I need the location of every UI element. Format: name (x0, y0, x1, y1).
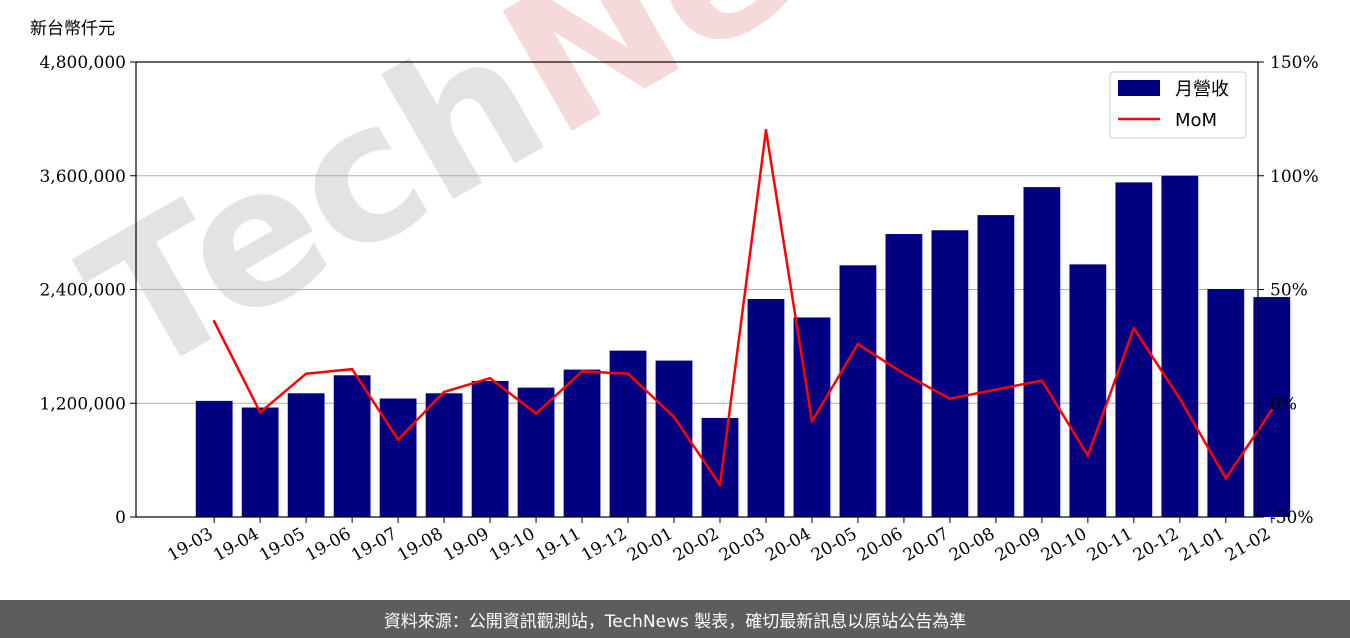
right-axis: -50% 0% 50% 100% 150% (1258, 53, 1319, 528)
revenue-bar (609, 350, 647, 517)
x-tick-label: 20-01 (624, 524, 676, 566)
x-tick-label: 20-05 (808, 524, 860, 566)
mom-series (212, 128, 1274, 487)
left-tick-label: 1,200,000 (39, 394, 126, 414)
mom-point (672, 415, 676, 419)
left-axis: 0 1,200,000 2,400,000 3,600,000 4,800,000 (39, 53, 136, 528)
revenue-bar (931, 230, 969, 518)
mom-point (442, 390, 446, 394)
mom-point (258, 411, 262, 414)
mom-point (1086, 454, 1090, 457)
legend-bar-swatch (1118, 80, 1160, 96)
left-tick-label: 2,400,000 (39, 281, 126, 301)
watermark-text: TechNews (52, 0, 1078, 419)
x-tick-label: 20-12 (1130, 524, 1182, 566)
x-tick-label: 21-02 (1222, 524, 1274, 566)
mom-point (948, 397, 952, 401)
mom-point (764, 128, 768, 132)
mom-point (718, 483, 722, 487)
x-tick-label: 21-01 (1176, 524, 1228, 566)
x-tick-label: 20-09 (992, 524, 1044, 566)
x-tick-label: 20-11 (1084, 524, 1136, 566)
x-tick-label: 19-09 (440, 524, 492, 566)
revenue-bar (839, 265, 877, 517)
revenue-bar (379, 398, 417, 517)
x-tick-label: 19-05 (256, 524, 308, 566)
mom-point (396, 438, 400, 441)
mom-point (212, 320, 216, 323)
right-tick-label: 50% (1270, 281, 1308, 301)
revenue-chart: TechNews 新台幣仟元 0 1,200,000 2,400,000 3,600,… (30, 0, 1319, 566)
x-tick-label: 20-07 (900, 524, 952, 566)
revenue-bar (241, 407, 279, 517)
left-tick-label: 4,800,000 (39, 53, 126, 73)
x-tick-label: 20-06 (854, 524, 906, 566)
revenue-bar (1023, 187, 1061, 517)
left-tick-label: 0 (115, 508, 126, 528)
y-axis-unit-label: 新台幣仟元 (30, 19, 115, 39)
revenue-bar (425, 393, 463, 517)
technews-watermark: TechNews (52, 0, 1078, 419)
right-tick-label: 100% (1270, 167, 1319, 187)
mom-point (580, 370, 584, 373)
revenue-bar (195, 400, 233, 517)
revenue-bar (1161, 175, 1199, 517)
mom-point (856, 342, 860, 346)
right-tick-label: -50% (1270, 508, 1314, 528)
mom-point (1132, 326, 1136, 330)
mom-point (902, 372, 906, 375)
mom-point (304, 372, 308, 375)
mom-point (626, 372, 630, 375)
x-tick-label: 19-04 (210, 524, 262, 566)
revenue-bar (1115, 182, 1153, 517)
right-tick-label: 0% (1270, 394, 1297, 414)
revenue-bar (747, 298, 785, 517)
x-tick-label: 20-02 (670, 524, 722, 566)
mom-point (994, 388, 998, 391)
x-tick-label: 20-08 (946, 524, 998, 566)
mom-point (1178, 397, 1182, 401)
mom-point (350, 367, 354, 371)
revenue-bar (471, 380, 509, 517)
legend-line-label: MoM (1175, 110, 1217, 131)
left-tick-label: 3,600,000 (39, 167, 126, 187)
mom-point (1040, 379, 1044, 382)
mom-line (213, 129, 1273, 487)
mom-point (1224, 477, 1228, 480)
x-tick-label: 19-08 (394, 524, 446, 566)
revenue-bar (1253, 297, 1291, 517)
x-axis: 19-0319-0419-0519-0619-0719-0819-0919-10… (164, 517, 1274, 566)
revenue-bar (655, 360, 693, 517)
x-tick-label: 19-12 (578, 524, 630, 566)
x-tick-label: 19-10 (486, 524, 538, 566)
x-tick-label: 20-10 (1038, 524, 1090, 566)
mom-point (488, 376, 492, 380)
bar-series (195, 175, 1291, 518)
x-tick-label: 19-11 (532, 524, 584, 566)
revenue-bar (563, 369, 601, 517)
revenue-bar (885, 234, 923, 517)
revenue-bar (1069, 264, 1107, 517)
mom-point (534, 412, 538, 415)
right-tick-label: 150% (1270, 53, 1319, 73)
revenue-bar (517, 387, 555, 517)
source-footer: 資料來源：公開資訊觀測站，TechNews 製表，確切最新訊息以原站公告為準 (0, 600, 1350, 638)
legend: 月營收 MoM (1109, 71, 1247, 139)
revenue-bar (977, 215, 1015, 517)
revenue-bar (1207, 289, 1245, 517)
revenue-bar (287, 393, 325, 517)
mom-point (810, 420, 814, 423)
x-tick-label: 20-04 (762, 524, 814, 566)
x-tick-label: 20-03 (716, 524, 768, 566)
x-tick-label: 19-06 (302, 524, 354, 566)
legend-bar-label: 月營收 (1175, 79, 1229, 100)
revenue-bar (333, 375, 371, 517)
mom-point (1270, 408, 1274, 412)
x-tick-label: 19-03 (164, 524, 216, 566)
x-tick-label: 19-07 (348, 524, 400, 566)
